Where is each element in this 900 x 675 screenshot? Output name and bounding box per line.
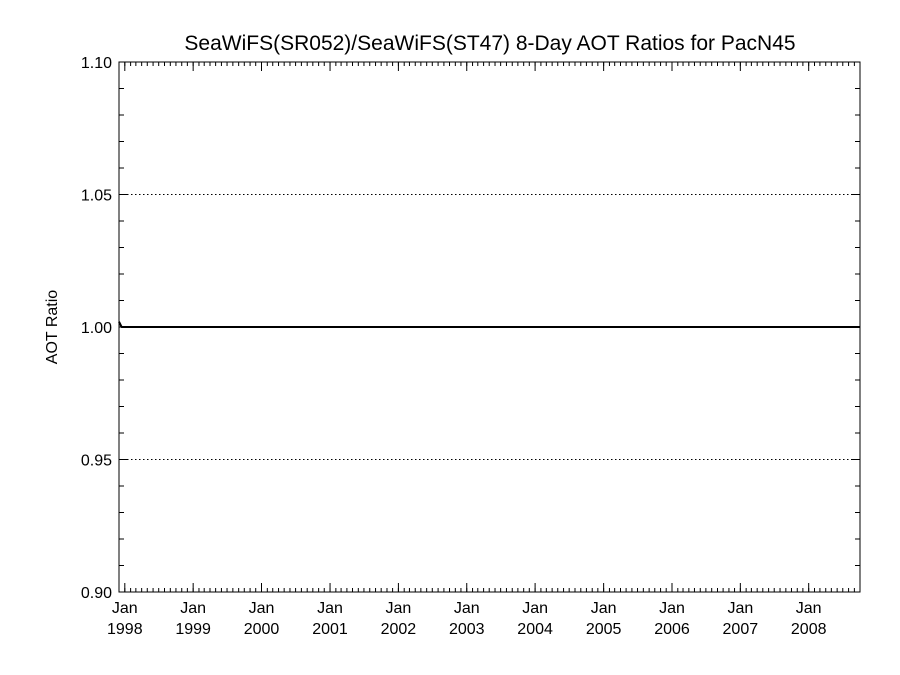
- series-line-0: [118, 321, 860, 328]
- x-tick-label-month: Jan: [317, 600, 343, 617]
- y-tick-label: 1.05: [81, 188, 112, 205]
- y-tick-label: 1.00: [81, 320, 112, 337]
- x-tick-label-year: 1998: [107, 621, 143, 638]
- x-tick-label-month: Jan: [522, 600, 548, 617]
- series-layer: [118, 321, 860, 328]
- x-tick-label-year: 2007: [723, 621, 759, 638]
- x-tick-label-year: 2001: [312, 621, 348, 638]
- y-tick-label: 0.90: [81, 585, 112, 602]
- x-tick-label-year: 1999: [175, 621, 211, 638]
- y-axis-label: AOT Ratio: [44, 290, 61, 365]
- x-tick-label-month: Jan: [180, 600, 206, 617]
- x-tick-label-year: 2000: [244, 621, 280, 638]
- x-tick-label-month: Jan: [249, 600, 275, 617]
- axis-ticks: [118, 61, 861, 593]
- x-tick-label-year: 2003: [449, 621, 485, 638]
- y-tick-label: 0.95: [81, 453, 112, 470]
- plot-area-frame: [118, 61, 861, 593]
- x-tick-label-month: Jan: [727, 600, 753, 617]
- x-tick-label-month: Jan: [659, 600, 685, 617]
- x-tick-label-year: 2005: [586, 621, 622, 638]
- x-tick-label-year: 2008: [791, 621, 827, 638]
- y-tick-label: 1.10: [81, 55, 112, 72]
- x-tick-label-month: Jan: [112, 600, 138, 617]
- tick-labels: 0.90 0.95 1.00 1.05 1.10 Jan 1998 Jan 1999 Jan 200…: [81, 55, 827, 638]
- x-tick-label-month: Jan: [385, 600, 411, 617]
- x-tick-label-month: Jan: [796, 600, 822, 617]
- x-tick-label-year: 2006: [654, 621, 690, 638]
- x-tick-label-year: 2002: [381, 621, 417, 638]
- x-tick-label-month: Jan: [591, 600, 617, 617]
- x-tick-label-year: 2004: [517, 621, 553, 638]
- x-tick-label-month: Jan: [454, 600, 480, 617]
- chart-title: SeaWiFS(SR052)/SeaWiFS(ST47) 8-Day AOT R…: [184, 32, 795, 55]
